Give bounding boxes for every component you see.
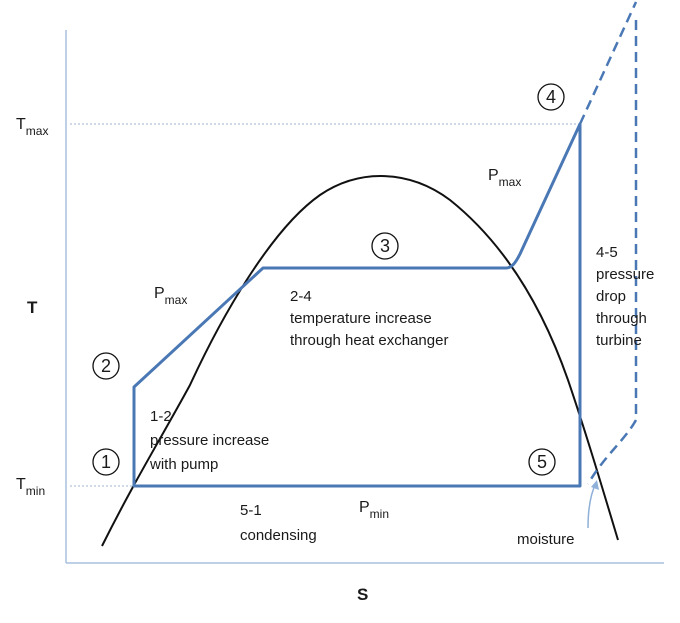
process-4-5-note: 4-5 pressure drop through turbine: [596, 244, 654, 349]
y-axis-label: T: [27, 298, 38, 317]
process-2-4-line-3: through heat exchanger: [290, 332, 448, 349]
superheat-dashed-line: [578, 1, 638, 125]
tmax-label: Tmax: [16, 116, 48, 138]
process-1-2-line-3: with pump: [149, 456, 218, 473]
cycle-path: [132, 122, 582, 488]
moisture-arrowhead: [591, 480, 599, 490]
state-point-5-number: 5: [537, 452, 547, 472]
tmin-label: Tmin: [16, 476, 45, 498]
pmax-left-main: P: [154, 285, 165, 302]
process-4-5-line-2: pressure: [596, 266, 654, 283]
state-point-1-circle: [92, 448, 120, 476]
process-2-4-line-2: temperature increase: [290, 310, 432, 327]
x-axis-label: S: [357, 585, 368, 604]
pmax-left-label: Pmax: [154, 285, 187, 307]
tmax-main: T: [16, 116, 26, 133]
process-4-5-line-1: 4-5: [596, 244, 618, 261]
state-point-3-number: 3: [380, 236, 390, 256]
process-5-1-line-1: 5-1: [240, 502, 262, 519]
saturation-dome-curve: [101, 175, 619, 547]
state-point-4: 4: [537, 83, 565, 111]
pmin-main: P: [359, 499, 370, 516]
process-1-2-note: 1-2 pressure increase with pump: [149, 408, 269, 473]
pmax-right-sub: max: [499, 175, 522, 189]
state-point-3: 3: [371, 232, 399, 260]
state-point-2-circle: [92, 352, 120, 380]
state-point-5: 5: [528, 448, 556, 476]
process-4-5-line-4: through: [596, 310, 647, 327]
turbine-dashed-line: [586, 20, 638, 485]
state-point-2: 2: [92, 352, 120, 380]
process-1-2-line-2: pressure increase: [150, 432, 269, 449]
pmax-left-sub: max: [165, 293, 188, 307]
moisture-label: moisture: [517, 531, 575, 548]
pmax-right-label: Pmax: [488, 167, 521, 189]
process-1-2-line-1: 1-2: [150, 408, 172, 425]
state-point-1-number: 1: [101, 452, 111, 472]
state-point-4-number: 4: [546, 87, 556, 107]
process-5-1-note: 5-1 condensing: [240, 502, 317, 544]
process-4-5-line-3: drop: [596, 288, 626, 305]
state-point-5-circle: [528, 448, 556, 476]
state-point-4-circle: [537, 83, 565, 111]
state-point-2-number: 2: [101, 356, 111, 376]
process-2-4-note: 2-4 temperature increase through heat ex…: [290, 288, 448, 349]
state-point-3-circle: [371, 232, 399, 260]
tmin-sub: min: [26, 484, 45, 498]
pmin-sub: min: [370, 507, 389, 521]
process-2-4-line-1: 2-4: [290, 288, 312, 305]
state-point-1: 1: [92, 448, 120, 476]
tmin-main: T: [16, 476, 26, 493]
tmax-sub: max: [26, 124, 49, 138]
pmax-right-main: P: [488, 167, 499, 184]
moisture-arrow: [587, 482, 597, 529]
process-5-1-line-2: condensing: [240, 527, 317, 544]
process-4-5-line-5: turbine: [596, 332, 642, 349]
pmin-label: Pmin: [359, 499, 389, 521]
